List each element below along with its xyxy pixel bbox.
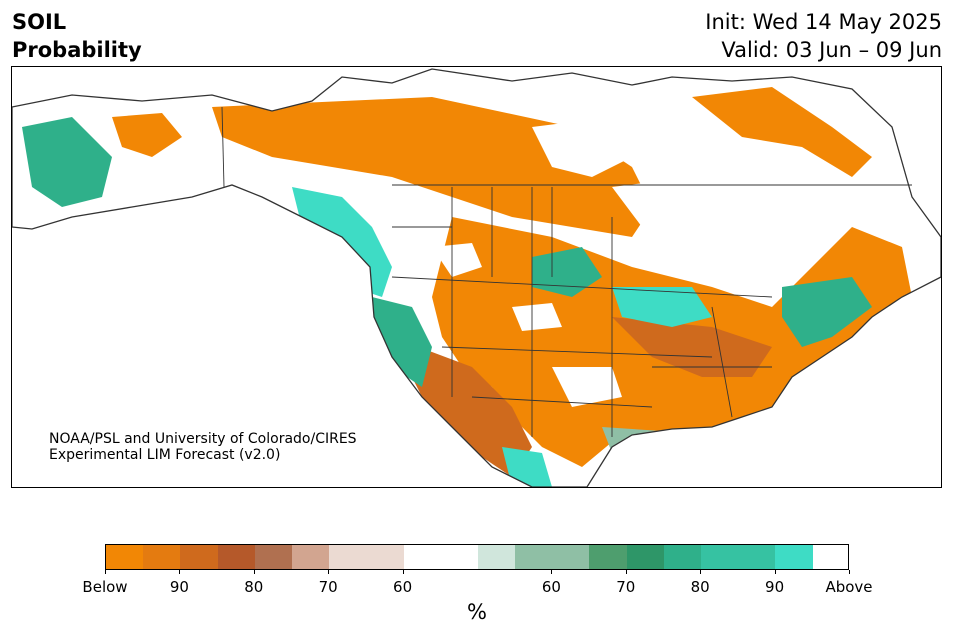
colorbar-unit: % <box>467 600 487 624</box>
colorbar-tick-label: Below <box>82 578 128 596</box>
map-title: SOIL Probability <box>12 8 142 64</box>
colorbar-tick-mark <box>625 570 627 574</box>
colorbar-segment <box>217 545 255 569</box>
colorbar-segment <box>254 545 292 569</box>
colorbar-segment <box>775 545 813 569</box>
colorbar-tick-label: 60 <box>393 578 413 596</box>
colorbar-tick-mark <box>105 570 106 574</box>
colorbar-segment <box>589 545 627 569</box>
init-date: Init: Wed 14 May 2025 <box>705 10 942 34</box>
colorbar-segment <box>701 545 776 569</box>
colorbar-segment <box>477 545 516 569</box>
colorbar-tick-label: 70 <box>616 578 636 596</box>
colorbar-tick-mark <box>700 570 702 574</box>
colorbar-tick-label: 90 <box>765 578 785 596</box>
colorbar-tick-label: 80 <box>690 578 710 596</box>
colorbar-tick-label: 60 <box>541 578 561 596</box>
colorbar-tick-mark <box>179 570 181 574</box>
valid-range: Valid: 03 Jun – 09 Jun <box>721 38 942 62</box>
colorbar-tick-label: 80 <box>244 578 264 596</box>
colorbar-tick-mark <box>253 570 255 574</box>
colorbar-segment <box>143 545 181 569</box>
colorbar-tick-mark <box>774 570 776 574</box>
neutral-areas <box>432 117 732 407</box>
colorbar-segment <box>663 545 702 569</box>
colorbar-segment <box>106 545 144 569</box>
colorbar-segment <box>626 545 664 569</box>
colorbar-tick-mark <box>402 570 404 574</box>
credit-line-1: NOAA/PSL and University of Colorado/CIRE… <box>49 431 357 447</box>
colorbar-tick-mark <box>849 570 850 574</box>
colorbar-segment <box>515 545 590 569</box>
variable-label: SOIL <box>12 10 67 34</box>
political-borders <box>221 106 912 437</box>
kind-label: Probability <box>12 38 142 62</box>
credit-line-2: Experimental LIM Forecast (v2.0) <box>49 447 281 463</box>
colorbar-tick-mark <box>328 570 330 574</box>
date-info: Init: Wed 14 May 2025 Valid: 03 Jun – 09… <box>705 8 942 64</box>
colorbar-segment <box>291 545 330 569</box>
colorbar-segment <box>403 545 478 569</box>
colorbar-segment <box>329 545 404 569</box>
colorbar-tick-label: 90 <box>169 578 189 596</box>
forecast-map <box>11 66 942 488</box>
colorbar <box>105 544 849 570</box>
map-canvas <box>12 68 941 487</box>
credit-text: NOAA/PSL and University of Colorado/CIRE… <box>49 431 357 463</box>
colorbar-segment <box>180 545 218 569</box>
colorbar-tick-label: 70 <box>318 578 338 596</box>
colorbar-tick-label: Above <box>825 578 873 596</box>
colorbar-tick-mark <box>551 570 553 574</box>
